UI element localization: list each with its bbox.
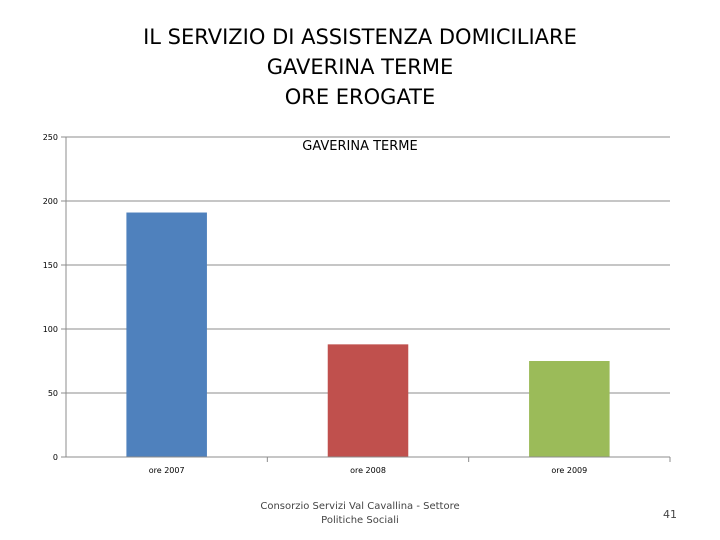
y-tick-label-150: 150	[43, 261, 58, 270]
bar-ore-2009	[529, 361, 610, 457]
bar-ore-2007	[126, 212, 207, 457]
slide-title-line-1: IL SERVIZIO DI ASSISTENZA DOMICILIARE	[143, 25, 577, 49]
footer-line-2: Politiche Sociali	[321, 515, 399, 526]
y-tick-label-100: 100	[43, 325, 58, 334]
y-tick-label-200: 200	[43, 197, 58, 206]
slide-title-line-2: GAVERINA TERME	[266, 55, 454, 79]
slide-title-line-3: ORE EROGATE	[284, 85, 436, 109]
y-tick-label-0: 0	[53, 453, 58, 462]
x-tick-label-0: ore 2007	[149, 466, 185, 475]
slide-title: IL SERVIZIO DI ASSISTENZA DOMICILIARE GA…	[0, 22, 720, 112]
x-tick-label-2: ore 2009	[551, 466, 587, 475]
chart-title: GAVERINA TERME	[302, 139, 417, 154]
footer: Consorzio Servizi Val Cavallina - Settor…	[250, 500, 470, 528]
footer-line-1: Consorzio Servizi Val Cavallina - Settor…	[260, 501, 460, 512]
y-tick-label-250: 250	[43, 133, 58, 142]
page-number: 41	[663, 508, 677, 521]
x-tick-label-1: ore 2008	[350, 466, 386, 475]
y-tick-label-50: 50	[48, 389, 58, 398]
bar-ore-2008	[327, 344, 409, 457]
